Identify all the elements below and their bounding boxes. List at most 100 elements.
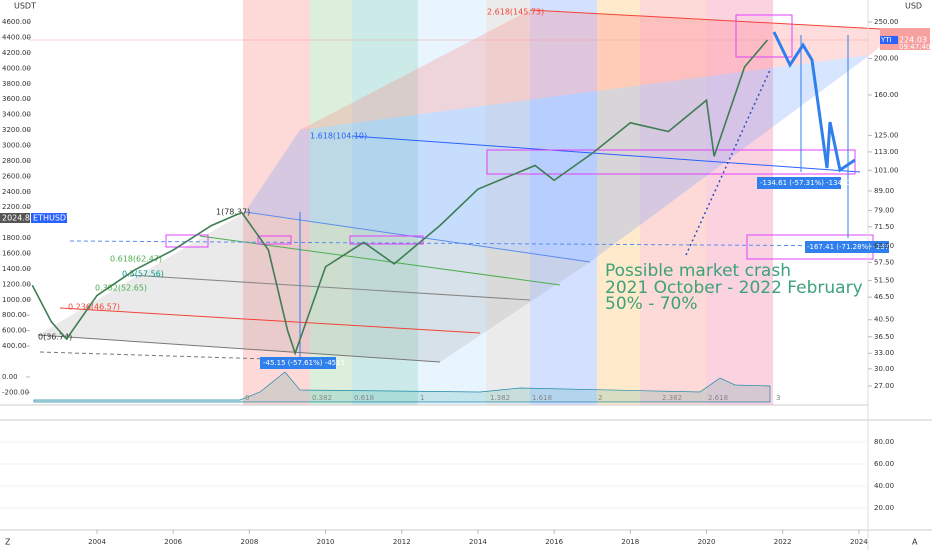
drop-label: -45.15 (-57.61%) -4515 xyxy=(263,359,345,367)
x-tick-label: 2014 xyxy=(469,538,487,546)
drop-label: -134.61 (-57.31%) -13461 xyxy=(760,179,851,187)
y-tick-label: 400.00 xyxy=(2,342,27,350)
drop-box xyxy=(805,241,889,253)
fib-level: 1.618(104.10) xyxy=(310,132,367,141)
countdown: 09:47:40 xyxy=(899,43,930,51)
y-tick-label: 3600.00 xyxy=(2,95,31,103)
y-tick-label: 2800.00 xyxy=(2,157,31,165)
right-unit: USD xyxy=(905,2,922,11)
price-tag xyxy=(880,28,930,50)
indicator-tick-label: 40.00 xyxy=(874,482,894,490)
y2-tick-label: 79.00 xyxy=(874,206,894,214)
indicator-tick-label: 20.00 xyxy=(874,504,894,512)
y2-tick-label: 63.50 xyxy=(874,242,894,250)
y2-tick-label: 113.00 xyxy=(874,148,899,156)
y-tick-label: 3000.00 xyxy=(2,141,31,149)
y2-tick-label: 33.00 xyxy=(874,349,894,357)
drop-box xyxy=(260,357,336,369)
fib-level: 1(78.37) xyxy=(216,208,250,217)
annotation: 50% - 70% xyxy=(605,294,698,314)
y-tick-label: 1000.00 xyxy=(2,296,31,304)
fib-time-label: 2.618 xyxy=(708,394,728,402)
y-tick-label: 600.00 xyxy=(2,327,27,335)
fib-time-label: 1.382 xyxy=(490,394,510,402)
fib-time-label: 1.618 xyxy=(532,394,552,402)
x-tick-label: 2012 xyxy=(393,538,411,546)
y2-tick-label: 125.00 xyxy=(874,131,899,139)
y2-tick-label: 200.00 xyxy=(874,55,899,63)
y2-tick-label: 57.50 xyxy=(874,258,894,266)
fib-time-label: 2 xyxy=(598,394,602,402)
y2-tick-label: 27.00 xyxy=(874,382,894,390)
y-tick-label: 4600.00 xyxy=(2,18,31,26)
indicator-tick-label: 80.00 xyxy=(874,438,894,446)
fib-level: 0.618(62.47) xyxy=(110,255,162,264)
projection xyxy=(772,31,856,173)
x-tick-label: 2010 xyxy=(317,538,335,546)
indicator-tick-label: 60.00 xyxy=(874,460,894,468)
a-button[interactable]: A xyxy=(912,538,918,547)
y2-tick-label: 30.00 xyxy=(874,365,894,373)
annotation: 2021 October - 2022 February xyxy=(605,278,863,298)
x-tick-label: 2020 xyxy=(698,538,716,546)
x-tick-label: 2024 xyxy=(850,538,868,546)
right-tag-box xyxy=(880,36,898,44)
y-tick-label: -200.00 xyxy=(2,388,29,396)
y-tick-label: 4400.00 xyxy=(2,33,31,41)
y2-tick-label: 40.50 xyxy=(874,316,894,324)
y2-tick-label: 89.00 xyxy=(874,187,894,195)
y-tick-label: 1400.00 xyxy=(2,265,31,273)
fib-time-label: 0.618 xyxy=(354,394,374,402)
z-button[interactable]: Z xyxy=(5,538,11,547)
x-tick-label: 2004 xyxy=(88,538,106,546)
x-tick-label: 2022 xyxy=(774,538,792,546)
fib-time-label: 1 xyxy=(420,394,424,402)
y-tick-label: 1200.00 xyxy=(2,280,31,288)
fib-level: 0.236(46.57) xyxy=(68,303,120,312)
annotation: Possible market crash xyxy=(605,261,791,281)
right-tag: YTI xyxy=(880,36,892,44)
x-tick-label: 2006 xyxy=(164,538,182,546)
y-tick-label: 2600.00 xyxy=(2,172,31,180)
y-tick-label: 3800.00 xyxy=(2,80,31,88)
y-tick-label: 1600.00 xyxy=(2,249,31,257)
y2-tick-label: 250.00 xyxy=(874,18,899,26)
y-tick-label: 800.00 xyxy=(2,311,27,319)
x-tick-label: 2018 xyxy=(621,538,639,546)
fib-level: 0.5(57.56) xyxy=(122,270,164,279)
price-line xyxy=(31,39,769,356)
fib-time-label: 0 xyxy=(245,394,249,402)
symbol-tag xyxy=(31,213,67,223)
fib-level: 0.382(52.65) xyxy=(95,284,147,293)
last-price: 224.03 xyxy=(899,36,927,45)
y2-tick-label: 71.50 xyxy=(874,223,894,231)
y-tick-label: 2400.00 xyxy=(2,188,31,196)
y2-tick-label: 36.50 xyxy=(874,333,894,341)
y2-tick-label: 160.00 xyxy=(874,91,899,99)
fib-level: 0(36.74) xyxy=(38,333,72,342)
y2-tick-label: 101.00 xyxy=(874,166,899,174)
y2-tick-label: 46.50 xyxy=(874,293,894,301)
x-tick-label: 2016 xyxy=(545,538,563,546)
x-tick-label: 2008 xyxy=(240,538,258,546)
fib-time-label: 2.382 xyxy=(662,394,682,402)
fib-time-label: 0.382 xyxy=(312,394,332,402)
y-tick-label: 4000.00 xyxy=(2,64,31,72)
left-price-tag xyxy=(0,213,30,223)
fib-level: 2.618(145.73) xyxy=(487,8,544,17)
drop-box xyxy=(757,177,841,189)
y-tick-label: 3200.00 xyxy=(2,126,31,134)
symbol: ETHUSDT xyxy=(33,214,71,223)
left-unit: USDT xyxy=(14,2,36,11)
drop-label: -167.41 (-71.28%) -16741 xyxy=(807,243,898,251)
left-price-label: 2024.83 xyxy=(2,214,35,223)
y2-tick-label: 51.50 xyxy=(874,276,894,284)
y-tick-label: 1800.00 xyxy=(2,234,31,242)
y-tick-label: 2200.00 xyxy=(2,203,31,211)
y-tick-label: 3400.00 xyxy=(2,111,31,119)
y-tick-label: 4200.00 xyxy=(2,49,31,57)
fib-time-label: 3 xyxy=(776,394,780,402)
y-tick-label: 0.00 xyxy=(2,373,18,381)
